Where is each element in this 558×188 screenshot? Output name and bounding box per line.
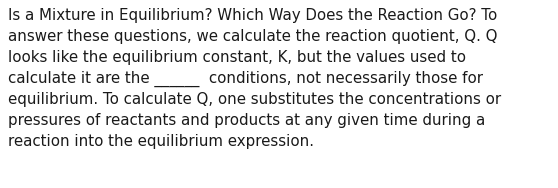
Text: Is a Mixture in Equilibrium? Which Way Does the Reaction Go? To
answer these que: Is a Mixture in Equilibrium? Which Way D…: [8, 8, 501, 149]
